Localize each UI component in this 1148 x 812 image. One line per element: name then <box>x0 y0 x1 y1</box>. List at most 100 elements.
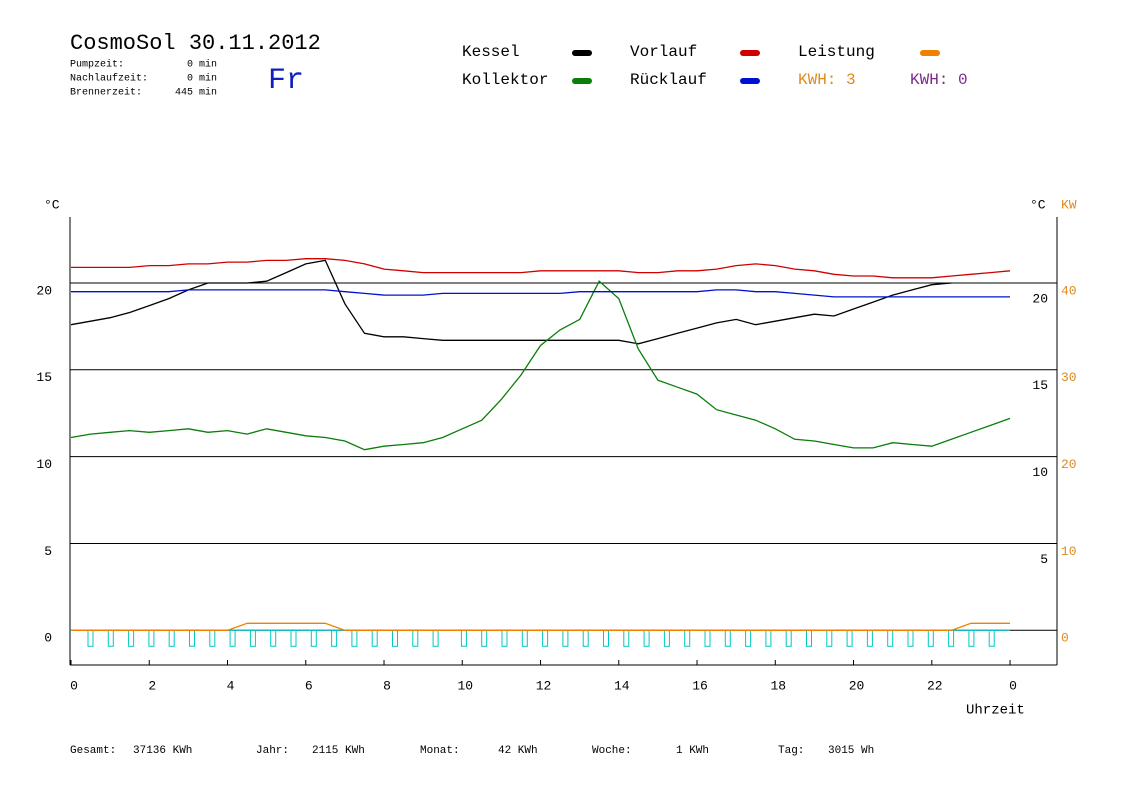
stat-value: 0 min <box>187 59 217 71</box>
kwh-label: KWH: 0 <box>910 71 968 89</box>
series-line <box>70 259 952 345</box>
pump-pulse <box>623 629 630 647</box>
legend-label: Kessel <box>462 43 520 61</box>
series-line <box>71 258 1011 279</box>
y2-tick-label: 20 <box>1061 457 1077 472</box>
stat-value: 0 min <box>187 73 217 85</box>
pump-pulse <box>209 629 216 647</box>
y-tick-label: 10 <box>36 457 52 472</box>
x-tick-label: 12 <box>536 678 552 693</box>
pump-pulse <box>432 629 439 647</box>
pump-pulse <box>988 629 995 647</box>
stat-value: 445 min <box>175 87 217 99</box>
pump-pulse <box>907 629 914 647</box>
y-axis-label: °C <box>44 197 60 212</box>
pump-pulse <box>948 629 955 647</box>
x-tick-label: 4 <box>227 678 235 693</box>
y-right-tick-label: 5 <box>1040 552 1048 567</box>
x-tick-label: 0 <box>70 678 78 693</box>
total-label: Monat: <box>420 745 460 757</box>
pump-pulse <box>310 629 317 647</box>
total-value: 3015 Wh <box>828 745 874 757</box>
pump-pulse <box>542 629 549 647</box>
pump-pulse <box>371 629 378 647</box>
legend-label: Rücklauf <box>630 71 707 89</box>
y2-tick-label: 30 <box>1061 370 1077 385</box>
pump-pulse <box>724 629 731 647</box>
pump-pulse <box>481 629 488 647</box>
pump-pulse <box>927 629 934 647</box>
pump-pulse <box>846 629 853 647</box>
total-label: Tag: <box>778 745 804 757</box>
y2-tick-label: 40 <box>1061 283 1077 298</box>
x-tick-label: 8 <box>383 678 391 693</box>
pump-pulse <box>643 629 650 647</box>
x-tick-label: 0 <box>1009 678 1017 693</box>
pump-pulse <box>460 629 467 647</box>
y2-tick-label: 0 <box>1061 631 1069 646</box>
x-tick-label: 14 <box>614 678 630 693</box>
pump-pulse <box>412 629 419 647</box>
x-tick-label: 22 <box>927 678 943 693</box>
pump-pulse <box>107 629 114 647</box>
pump-pulse <box>351 629 358 647</box>
y-right-tick-label: 15 <box>1032 378 1048 393</box>
y-tick-label: 15 <box>36 370 52 385</box>
total-value: 1 KWh <box>676 745 709 757</box>
pump-pulse <box>87 629 94 647</box>
pump-pulse <box>331 629 338 647</box>
total-label: Gesamt: <box>70 745 116 757</box>
x-tick-label: 2 <box>148 678 156 693</box>
pump-pulse <box>866 629 873 647</box>
x-tick-label: 6 <box>305 678 313 693</box>
stat-label: Nachlaufzeit: <box>70 73 148 85</box>
pump-pulse <box>826 629 833 647</box>
chart-title: CosmoSol 30.11.2012 <box>70 31 321 56</box>
x-tick-label: 16 <box>692 678 708 693</box>
x-tick-label: 18 <box>770 678 786 693</box>
y-right-tick-label: 20 <box>1032 291 1048 306</box>
pump-pulse <box>168 629 175 647</box>
y-right-tick-label: 10 <box>1032 465 1048 480</box>
series-line <box>71 622 1010 631</box>
series-line <box>70 280 1011 451</box>
stat-label: Pumpzeit: <box>70 59 124 71</box>
pump-pulse <box>704 629 711 647</box>
pump-pulse <box>968 629 975 647</box>
pump-pulse <box>582 629 589 647</box>
pump-pulse <box>229 629 236 647</box>
pump-pulse <box>128 629 135 647</box>
y2-axis-label: KW <box>1061 197 1077 212</box>
stat-label: Brennerzeit: <box>70 87 142 99</box>
x-tick-label: 20 <box>849 678 865 693</box>
x-tick-label: 10 <box>457 678 473 693</box>
y-tick-label: 20 <box>36 283 52 298</box>
total-value: 37136 KWh <box>133 745 192 757</box>
total-value: 42 KWh <box>498 745 538 757</box>
pump-pulse <box>189 629 195 647</box>
pump-pulse <box>765 629 772 647</box>
y2-tick-label: 10 <box>1061 544 1077 559</box>
pump-pulse <box>684 629 691 647</box>
x-axis-label: Uhrzeit <box>966 703 1025 719</box>
pump-pulse <box>270 629 277 647</box>
y-tick-label: 0 <box>44 631 52 646</box>
pump-pulse <box>521 629 528 647</box>
pump-pulse <box>806 629 812 647</box>
total-label: Woche: <box>592 745 632 757</box>
pump-pulse <box>501 629 508 647</box>
pump-pulse <box>249 629 256 647</box>
y-right-axis-label: °C <box>1030 197 1046 212</box>
pump-pulse <box>290 629 297 647</box>
pump-pulse <box>887 629 894 647</box>
pump-pulse <box>745 629 752 647</box>
pump-pulse <box>148 629 155 647</box>
y-tick-label: 5 <box>44 544 52 559</box>
kwh-label: KWH: 3 <box>798 71 856 89</box>
weekday: Fr <box>268 64 304 98</box>
total-label: Jahr: <box>256 745 289 757</box>
legend-label: Vorlauf <box>630 43 697 61</box>
legend-label: Kollektor <box>462 71 548 89</box>
series-line <box>71 289 1010 298</box>
